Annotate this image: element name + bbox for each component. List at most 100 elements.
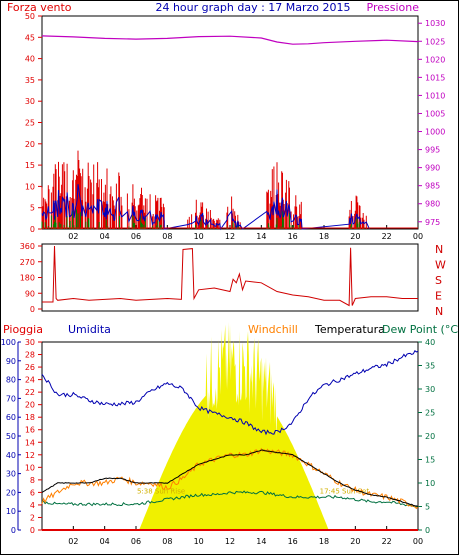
temp-x-tick-label: 02 (68, 537, 78, 546)
pressure-tick-label: 995 (425, 146, 440, 155)
wind-average-series (41, 184, 370, 231)
humidity-tick-label: 90 (6, 357, 16, 366)
chart-title: 24 hour graph day : 17 Marzo 2015 (155, 1, 350, 14)
rain-tick-label: 4 (30, 501, 35, 510)
humidity-tick-label: 10 (6, 507, 16, 516)
rain-tick-label: 12 (25, 451, 35, 460)
temp-x-tick-label: 16 (288, 537, 298, 546)
wind-tick-label: 45 (25, 33, 35, 42)
wind-tick-label: 40 (25, 55, 35, 64)
pressure-line (41, 35, 419, 45)
humidity-tick-label: 60 (6, 413, 16, 422)
windchill-line (41, 447, 419, 510)
direction-tick-label: 180 (20, 274, 35, 283)
direction-tick-label: 270 (20, 258, 35, 267)
temperature-tick-label: 35 (425, 362, 435, 371)
rain-tick-label: 20 (25, 401, 35, 410)
wind-title: Forza vento (7, 1, 72, 14)
rain-tick-label: 26 (25, 363, 35, 372)
rain-tick-label: 24 (25, 376, 35, 385)
panel-direction-frame (41, 243, 419, 312)
humidity-tick-label: 70 (6, 394, 16, 403)
rain-tick-label: 0 (30, 526, 35, 535)
direction-compass-label: S (435, 274, 442, 287)
wind-x-tick-label: 00 (413, 232, 423, 241)
wind-x-tick-label: 08 (162, 232, 172, 241)
temp-x-tick-label: 10 (194, 537, 204, 546)
pressure-tick-label: 990 (425, 164, 440, 173)
wind-direction-line (42, 245, 418, 307)
direction-tick-label: 90 (25, 289, 35, 298)
sunset-label: 17:45 Sun Set (320, 488, 370, 496)
humidity-tick-label: 100 (1, 338, 16, 347)
direction-tick-label: 0 (30, 305, 35, 314)
temp-x-tick-label: 04 (100, 537, 110, 546)
rain-tick-label: 16 (25, 426, 35, 435)
temperature-tick-label: 10 (425, 479, 435, 488)
temperature-tick-label: 5 (425, 503, 430, 512)
dewpoint-line (41, 490, 419, 508)
pressure-tick-label: 1000 (425, 128, 445, 137)
wind-tick-label: 30 (25, 97, 35, 106)
rain-tick-label: 28 (25, 351, 35, 360)
temperature-tick-label: 40 (425, 338, 435, 347)
temp-x-tick-label: 14 (256, 537, 266, 546)
wind-x-tick-label: 06 (131, 232, 141, 241)
temp-x-tick-label: 18 (319, 537, 329, 546)
legend-umidita: Umidita (68, 323, 111, 336)
humidity-tick-label: 80 (6, 376, 16, 385)
rain-tick-label: 10 (25, 463, 35, 472)
wind-tick-label: 20 (25, 140, 35, 149)
humidity-line (41, 350, 419, 436)
pressure-tick-label: 1005 (425, 109, 445, 118)
rain-tick-label: 6 (30, 488, 35, 497)
temp-x-tick-label: 20 (350, 537, 360, 546)
wind-x-tick-label: 04 (100, 232, 110, 241)
pressure-title: Pressione (367, 1, 420, 14)
wind-x-tick-label: 20 (350, 232, 360, 241)
humidity-tick-label: 30 (6, 470, 16, 479)
sunrise-label: 5:38 Sun Rise (137, 488, 185, 496)
pressure-tick-label: 1025 (425, 37, 445, 46)
rain-tick-label: 2 (30, 513, 35, 522)
wind-x-tick-label: 22 (382, 232, 392, 241)
temp-x-tick-label: 08 (162, 537, 172, 546)
temperature-tick-label: 25 (425, 409, 435, 418)
temperature-tick-label: 30 (425, 385, 435, 394)
wind-tick-label: 0 (30, 225, 35, 234)
pressure-tick-label: 975 (425, 218, 440, 227)
direction-compass-label: W (435, 259, 446, 272)
rain-tick-label: 22 (25, 388, 35, 397)
rain-tick-label: 14 (25, 438, 35, 447)
pressure-tick-label: 1010 (425, 91, 445, 100)
legend-dewpoint: Dew Point (°C (382, 323, 458, 336)
wind-x-tick-label: 14 (256, 232, 266, 241)
pressure-tick-label: 985 (425, 182, 440, 191)
temperature-line (41, 449, 419, 507)
wind-x-tick-label: 02 (68, 232, 78, 241)
humidity-tick-label: 0 (11, 526, 16, 535)
direction-compass-label: E (435, 290, 442, 303)
pressure-tick-label: 1015 (425, 73, 445, 82)
wind-tick-label: 35 (25, 76, 35, 85)
humidity-tick-label: 20 (6, 488, 16, 497)
pressure-tick-label: 980 (425, 200, 440, 209)
legend-temperatura: Temperatura (314, 323, 385, 336)
temperature-tick-label: 20 (425, 432, 435, 441)
direction-compass-label: N (435, 243, 443, 256)
wind-tick-label: 25 (25, 119, 35, 128)
temp-x-tick-label: 12 (225, 537, 235, 546)
wind-other-series (41, 209, 365, 229)
rain-tick-label: 8 (30, 476, 35, 485)
direction-compass-label: N (435, 305, 443, 318)
wind-x-tick-label: 10 (194, 232, 204, 241)
wind-x-tick-label: 18 (319, 232, 329, 241)
direction-tick-label: 360 (20, 242, 35, 251)
humidity-tick-label: 50 (6, 432, 16, 441)
solar-radiation-area (139, 321, 329, 530)
wind-gust-series (41, 150, 367, 229)
wind-x-tick-label: 12 (225, 232, 235, 241)
wind-tick-label: 50 (25, 12, 35, 21)
